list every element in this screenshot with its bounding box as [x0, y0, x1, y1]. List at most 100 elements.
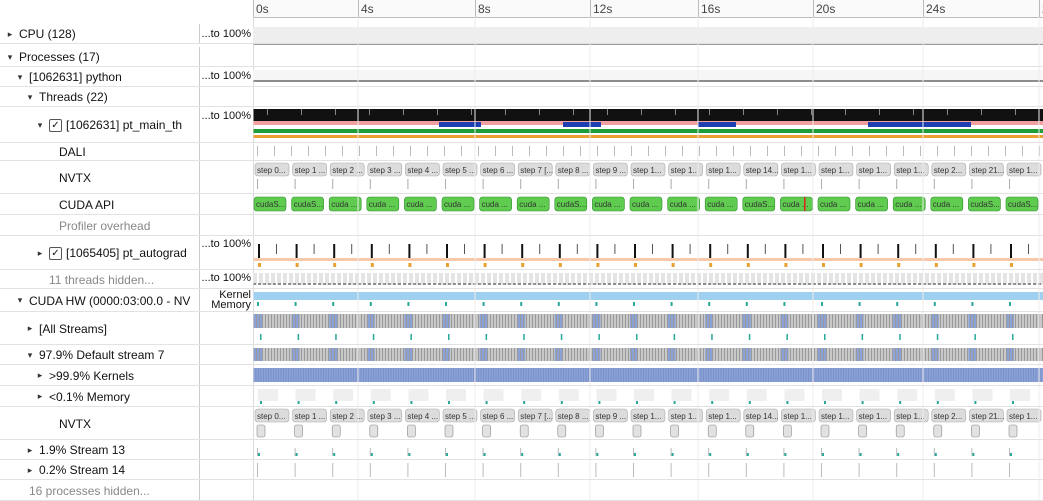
tree-row-12[interactable]: ▸ [All Streams] — [0, 312, 200, 345]
collapse-triangle-icon[interactable]: ▾ — [17, 71, 23, 82]
tree-row-13[interactable]: ▾ 97.9% Default stream 7 — [0, 345, 200, 365]
default-stream-kernel-stripe — [784, 348, 785, 361]
expand-triangle-icon[interactable]: ▸ — [27, 323, 33, 333]
tree-row-1[interactable]: ▾ Processes (17) — [0, 47, 200, 67]
kernels-row-stripe — [855, 368, 857, 382]
expand-triangle-icon[interactable]: ▸ — [37, 391, 43, 401]
default-stream-kernel-stripe — [682, 348, 683, 361]
tree-row-3[interactable]: ▾ Threads (22) — [0, 87, 200, 107]
tree-row-14[interactable]: ▸ >99.9% Kernels — [0, 365, 200, 386]
memory-row-block — [746, 389, 767, 401]
default-stream-kernel-stripe — [568, 348, 569, 361]
default-stream-kernel-stripe — [919, 348, 920, 361]
autograd-cpu-spike — [897, 244, 900, 258]
collapse-triangle-icon[interactable]: ▾ — [27, 349, 33, 360]
kernels-row-stripe — [563, 368, 564, 382]
kernels-row-stripe — [263, 368, 264, 382]
all-streams-kernel-stripe — [352, 314, 353, 328]
kernels-row-stripe — [420, 368, 422, 382]
collapse-triangle-icon[interactable]: ▾ — [27, 91, 33, 102]
row-separator — [0, 344, 1043, 345]
show-thread-checkbox[interactable]: ✓ — [49, 246, 62, 260]
memory-row-mark — [673, 401, 676, 404]
all-streams-kernel-stripe — [760, 314, 761, 328]
all-streams-kernel — [554, 314, 563, 328]
kernels-row-stripe — [545, 368, 547, 382]
all-streams-memcpy-mark — [335, 334, 337, 340]
collapse-triangle-icon[interactable]: ▾ — [7, 51, 13, 62]
kernels-row-stripe — [400, 368, 402, 382]
default-stream-kernel-stripe — [931, 348, 932, 361]
nvtx-sub-range — [933, 179, 935, 189]
default-stream-kernel-stripe — [304, 348, 305, 361]
ruler-tick-line — [1039, 0, 1040, 17]
timeline-canvas[interactable]: 0s4s8s12s16s20s24s2 step 0...step 0...st… — [253, 0, 1043, 501]
kernels-row-stripe — [898, 368, 899, 382]
default-stream-kernel-stripe — [355, 348, 356, 361]
default-stream-kernel-stripe — [592, 348, 593, 361]
tree-row-6[interactable]: NVTX — [0, 161, 200, 194]
stream13-memcpy — [521, 453, 524, 456]
default-stream-kernel-stripe — [958, 348, 959, 361]
tree-row-7[interactable]: CUDA API — [0, 194, 200, 215]
all-streams-kernel-stripe — [430, 314, 431, 328]
hidden-threads-activity — [997, 273, 1001, 285]
tree-row-5[interactable]: DALI — [0, 143, 200, 161]
cuda-nvtx-sub-range — [519, 424, 529, 438]
hidden-threads-activity — [313, 273, 317, 285]
default-stream-kernel-stripe — [433, 348, 434, 361]
default-stream-kernel-stripe — [487, 348, 488, 361]
tree-row-19[interactable]: 16 processes hidden... — [0, 480, 200, 501]
kernels-row-stripe — [395, 368, 397, 382]
tree-row-4[interactable]: ▾ ✓ [1062631] pt_main_th — [0, 107, 200, 143]
autograd-orange-mark — [972, 263, 976, 267]
expand-triangle-icon[interactable]: ▸ — [37, 370, 43, 380]
cuda-api-call — [1005, 196, 1039, 212]
kernels-row-stripe — [558, 368, 559, 382]
tree-row-9[interactable]: ▸ ✓ [1065405] pt_autograd — [0, 236, 200, 270]
expand-triangle-icon[interactable]: ▸ — [27, 464, 33, 475]
tree-row-16[interactable]: NVTX — [0, 407, 200, 440]
cuda-nvtx-step-label: step 0... — [257, 412, 285, 421]
expand-triangle-icon[interactable]: ▸ — [37, 247, 43, 258]
default-stream-kernel-stripe — [337, 348, 338, 361]
tree-row-15[interactable]: ▸ <0.1% Memory — [0, 386, 200, 407]
default-stream-kernel-stripe — [877, 348, 878, 361]
show-thread-checkbox[interactable]: ✓ — [49, 118, 62, 132]
stream13-memcpy — [483, 453, 486, 456]
collapse-triangle-icon[interactable]: ▾ — [17, 295, 23, 305]
tree-row-11[interactable]: ▾ CUDA HW (0000:03:00.0 - NV — [0, 289, 200, 312]
tree-row-17[interactable]: ▸ 1.9% Stream 13 — [0, 440, 200, 460]
all-streams-memcpy-mark — [824, 334, 826, 340]
default-stream-kernel-stripe — [808, 348, 809, 361]
kernels-row-stripe — [925, 368, 927, 382]
default-stream-kernel-stripe — [940, 348, 941, 361]
memory-row-mark — [598, 401, 601, 404]
tree-row-10[interactable]: 11 threads hidden... — [0, 270, 200, 289]
tree-row-8[interactable]: Profiler overhead — [0, 215, 200, 236]
all-streams-kernel-stripe — [715, 314, 716, 328]
all-streams-kernel — [667, 314, 676, 328]
collapse-triangle-icon[interactable]: ▾ — [37, 119, 43, 130]
default-stream-kernel-stripe — [442, 348, 443, 361]
expand-triangle-icon[interactable]: ▸ — [7, 28, 13, 39]
kernels-row-stripe — [380, 368, 382, 382]
tree-row-2[interactable]: ▾ [1062631] python — [0, 67, 200, 87]
all-streams-kernel-stripe — [991, 314, 992, 328]
expand-triangle-icon[interactable]: ▸ — [27, 444, 33, 455]
kernels-row-stripe — [680, 368, 682, 382]
autograd-scale-label: ...to 100% — [201, 238, 251, 250]
time-ruler[interactable]: 0s4s8s12s16s20s24s2 — [253, 0, 1043, 18]
hidden-threads-activity — [331, 273, 335, 285]
autograd-orange-mark — [822, 263, 825, 267]
all-streams-kernel-stripe — [898, 314, 899, 328]
all-streams-kernel-stripe — [289, 314, 290, 328]
cuda-nvtx-sub-range — [745, 424, 755, 438]
kernels-row-stripe — [468, 368, 469, 382]
default-stream-kernel-stripe — [985, 348, 986, 361]
tree-row-0[interactable]: ▸ CPU (128) — [0, 24, 200, 44]
cuda-nvtx-step-range — [893, 408, 929, 423]
all-streams-kernel-stripe — [979, 314, 980, 328]
tree-row-18[interactable]: ▸ 0.2% Stream 14 — [0, 460, 200, 480]
default-stream-kernel-stripe — [340, 348, 341, 361]
